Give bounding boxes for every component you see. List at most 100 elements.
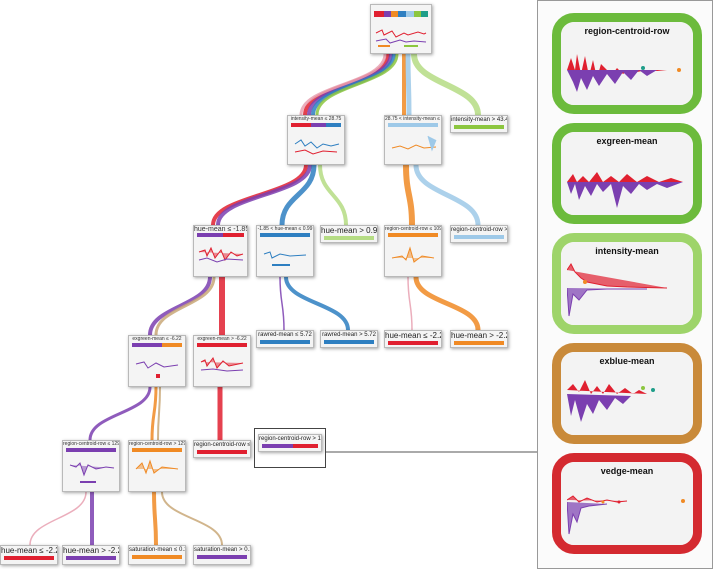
feature-card-title: vedge-mean	[600, 466, 654, 476]
tree-leaf[interactable]: rawred-mean > 5.72	[320, 330, 378, 348]
feature-card-exgreen-mean[interactable]: exgreen-mean	[552, 123, 702, 224]
tree-node[interactable]: region-centroid-row ≤ 109	[384, 225, 442, 277]
feature-panel: region-centroid-row exgreen-mean intensi…	[537, 0, 713, 569]
split-condition: rawred-mean > 5.72	[322, 332, 376, 338]
tree-leaf[interactable]: intensity-mean > 43.46	[450, 115, 508, 133]
tree-node[interactable]: intensity-mean ≤ 28.75	[287, 115, 345, 165]
split-condition: region-centroid-row ≤ 129.5	[63, 441, 119, 447]
split-condition: region-centroid-row > 129.5	[259, 436, 321, 442]
class-bar	[197, 555, 247, 559]
class-bar	[454, 341, 504, 345]
tree-link	[405, 53, 412, 116]
class-bar	[324, 236, 374, 240]
tree-node[interactable]: exgreen-mean ≤ -6.22	[128, 335, 186, 387]
split-condition: region-centroid-row > 129.5	[129, 441, 185, 447]
class-distribution-bar	[197, 233, 244, 237]
tree-leaf[interactable]: hue-mean > -2.24	[450, 330, 508, 348]
split-condition: saturation-mean > 0.18	[194, 547, 250, 553]
feature-distribution-chart	[567, 380, 655, 422]
tree-leaf[interactable]: region-centroid-row ≤ 129.5	[193, 440, 251, 458]
feature-distribution-plot	[263, 251, 307, 266]
class-bar	[454, 235, 504, 239]
tree-leaf[interactable]: saturation-mean > 0.18	[193, 545, 251, 565]
class-bar	[260, 340, 310, 344]
tree-leaf[interactable]: hue-mean ≤ -2.24	[384, 330, 442, 348]
feature-distribution-plot	[294, 139, 340, 155]
feature-distribution-plot	[135, 361, 179, 378]
tree-link	[216, 164, 312, 226]
feature-distribution-plot	[135, 459, 179, 475]
tree-link	[29, 491, 87, 546]
tree-link	[157, 386, 161, 441]
class-distribution-bar	[132, 343, 182, 347]
class-distribution-bar	[132, 448, 182, 452]
tree-link	[279, 164, 317, 226]
split-condition: 28.75 < intensity-mean ≤ 43.46	[385, 116, 441, 122]
tree-root-node[interactable]	[370, 4, 432, 54]
feature-card-title: exgreen-mean	[596, 136, 658, 146]
class-bar	[324, 340, 374, 344]
class-distribution-bar	[388, 123, 438, 127]
split-condition: region-centroid-row ≤ 129.5	[194, 442, 250, 448]
split-condition: -1.85 < hue-mean ≤ 0.99	[257, 226, 313, 232]
feature-card-title: region-centroid-row	[584, 26, 670, 36]
split-condition: saturation-mean ≤ 0.18	[129, 547, 185, 553]
tree-link	[279, 276, 285, 331]
feature-card-title: intensity-mean	[595, 246, 659, 256]
tree-node[interactable]: 28.75 < intensity-mean ≤ 43.46	[384, 115, 442, 165]
class-distribution-bar	[388, 233, 438, 237]
tree-leaf[interactable]: rawred-mean ≤ 5.72	[256, 330, 314, 348]
tree-link	[413, 164, 481, 226]
feature-card-vedge-mean[interactable]: vedge-mean	[552, 453, 702, 554]
tree-link	[150, 386, 158, 441]
tree-link	[411, 53, 481, 116]
tree-link	[161, 491, 223, 546]
class-bar	[454, 125, 504, 129]
split-condition: hue-mean ≤ -2.24	[385, 331, 441, 340]
tree-link	[403, 164, 415, 226]
feature-card-exblue-mean[interactable]: exblue-mean	[552, 343, 702, 444]
decision-tree-links	[29, 53, 537, 546]
tree-link	[152, 491, 158, 546]
class-bar	[132, 555, 182, 559]
selection-highlight[interactable]	[254, 428, 326, 468]
feature-distribution-plot	[375, 29, 427, 47]
class-bar	[4, 556, 54, 560]
tree-leaf[interactable]: hue-mean > -2.21	[62, 545, 120, 565]
tree-node[interactable]: region-centroid-row > 129.5	[128, 440, 186, 492]
split-condition: intensity-mean > 43.46	[451, 117, 507, 123]
tree-leaf[interactable]: region-centroid-row > 109	[450, 225, 508, 243]
feature-card-intensity-mean[interactable]: intensity-mean	[552, 233, 702, 334]
tree-leaf[interactable]: saturation-mean ≤ 0.18	[128, 545, 186, 565]
split-condition: hue-mean > -2.21	[63, 546, 119, 555]
feature-distribution-plot	[200, 356, 244, 372]
split-condition: hue-mean > -2.24	[451, 331, 507, 340]
feature-distribution-plot	[391, 135, 437, 152]
feature-distribution-chart	[567, 495, 685, 535]
tree-node[interactable]: hue-mean ≤ -1.85	[193, 225, 248, 277]
feature-distribution-chart	[567, 263, 668, 317]
split-condition: hue-mean > 0.99	[321, 226, 377, 235]
split-condition: intensity-mean ≤ 28.75	[290, 116, 342, 122]
tree-link	[315, 53, 399, 116]
class-distribution-bar	[374, 11, 428, 17]
tree-leaf-selected[interactable]: region-centroid-row > 129.5	[258, 434, 322, 452]
class-distribution-bar	[291, 123, 341, 127]
split-condition: region-centroid-row ≤ 109	[385, 226, 441, 232]
tree-node[interactable]: -1.85 < hue-mean ≤ 0.99	[256, 225, 314, 277]
tree-leaf[interactable]: hue-mean > 0.99	[320, 225, 378, 243]
class-distribution-bar	[260, 233, 310, 237]
tree-leaf[interactable]: hue-mean ≤ -2.21	[0, 545, 58, 565]
class-bar	[262, 444, 318, 448]
feature-distribution-chart	[567, 172, 683, 208]
tree-link	[407, 276, 413, 331]
split-condition: rawred-mean ≤ 5.72	[258, 332, 312, 338]
class-bar	[66, 556, 116, 560]
tree-node[interactable]: exgreen-mean > -6.22	[193, 335, 251, 387]
feature-card-region-centroid-row[interactable]: region-centroid-row	[552, 13, 702, 114]
tree-link	[299, 53, 387, 116]
tree-node[interactable]: region-centroid-row ≤ 129.5	[62, 440, 120, 492]
class-distribution-bar	[66, 448, 116, 452]
tree-link	[154, 276, 216, 336]
tree-link	[148, 276, 212, 336]
